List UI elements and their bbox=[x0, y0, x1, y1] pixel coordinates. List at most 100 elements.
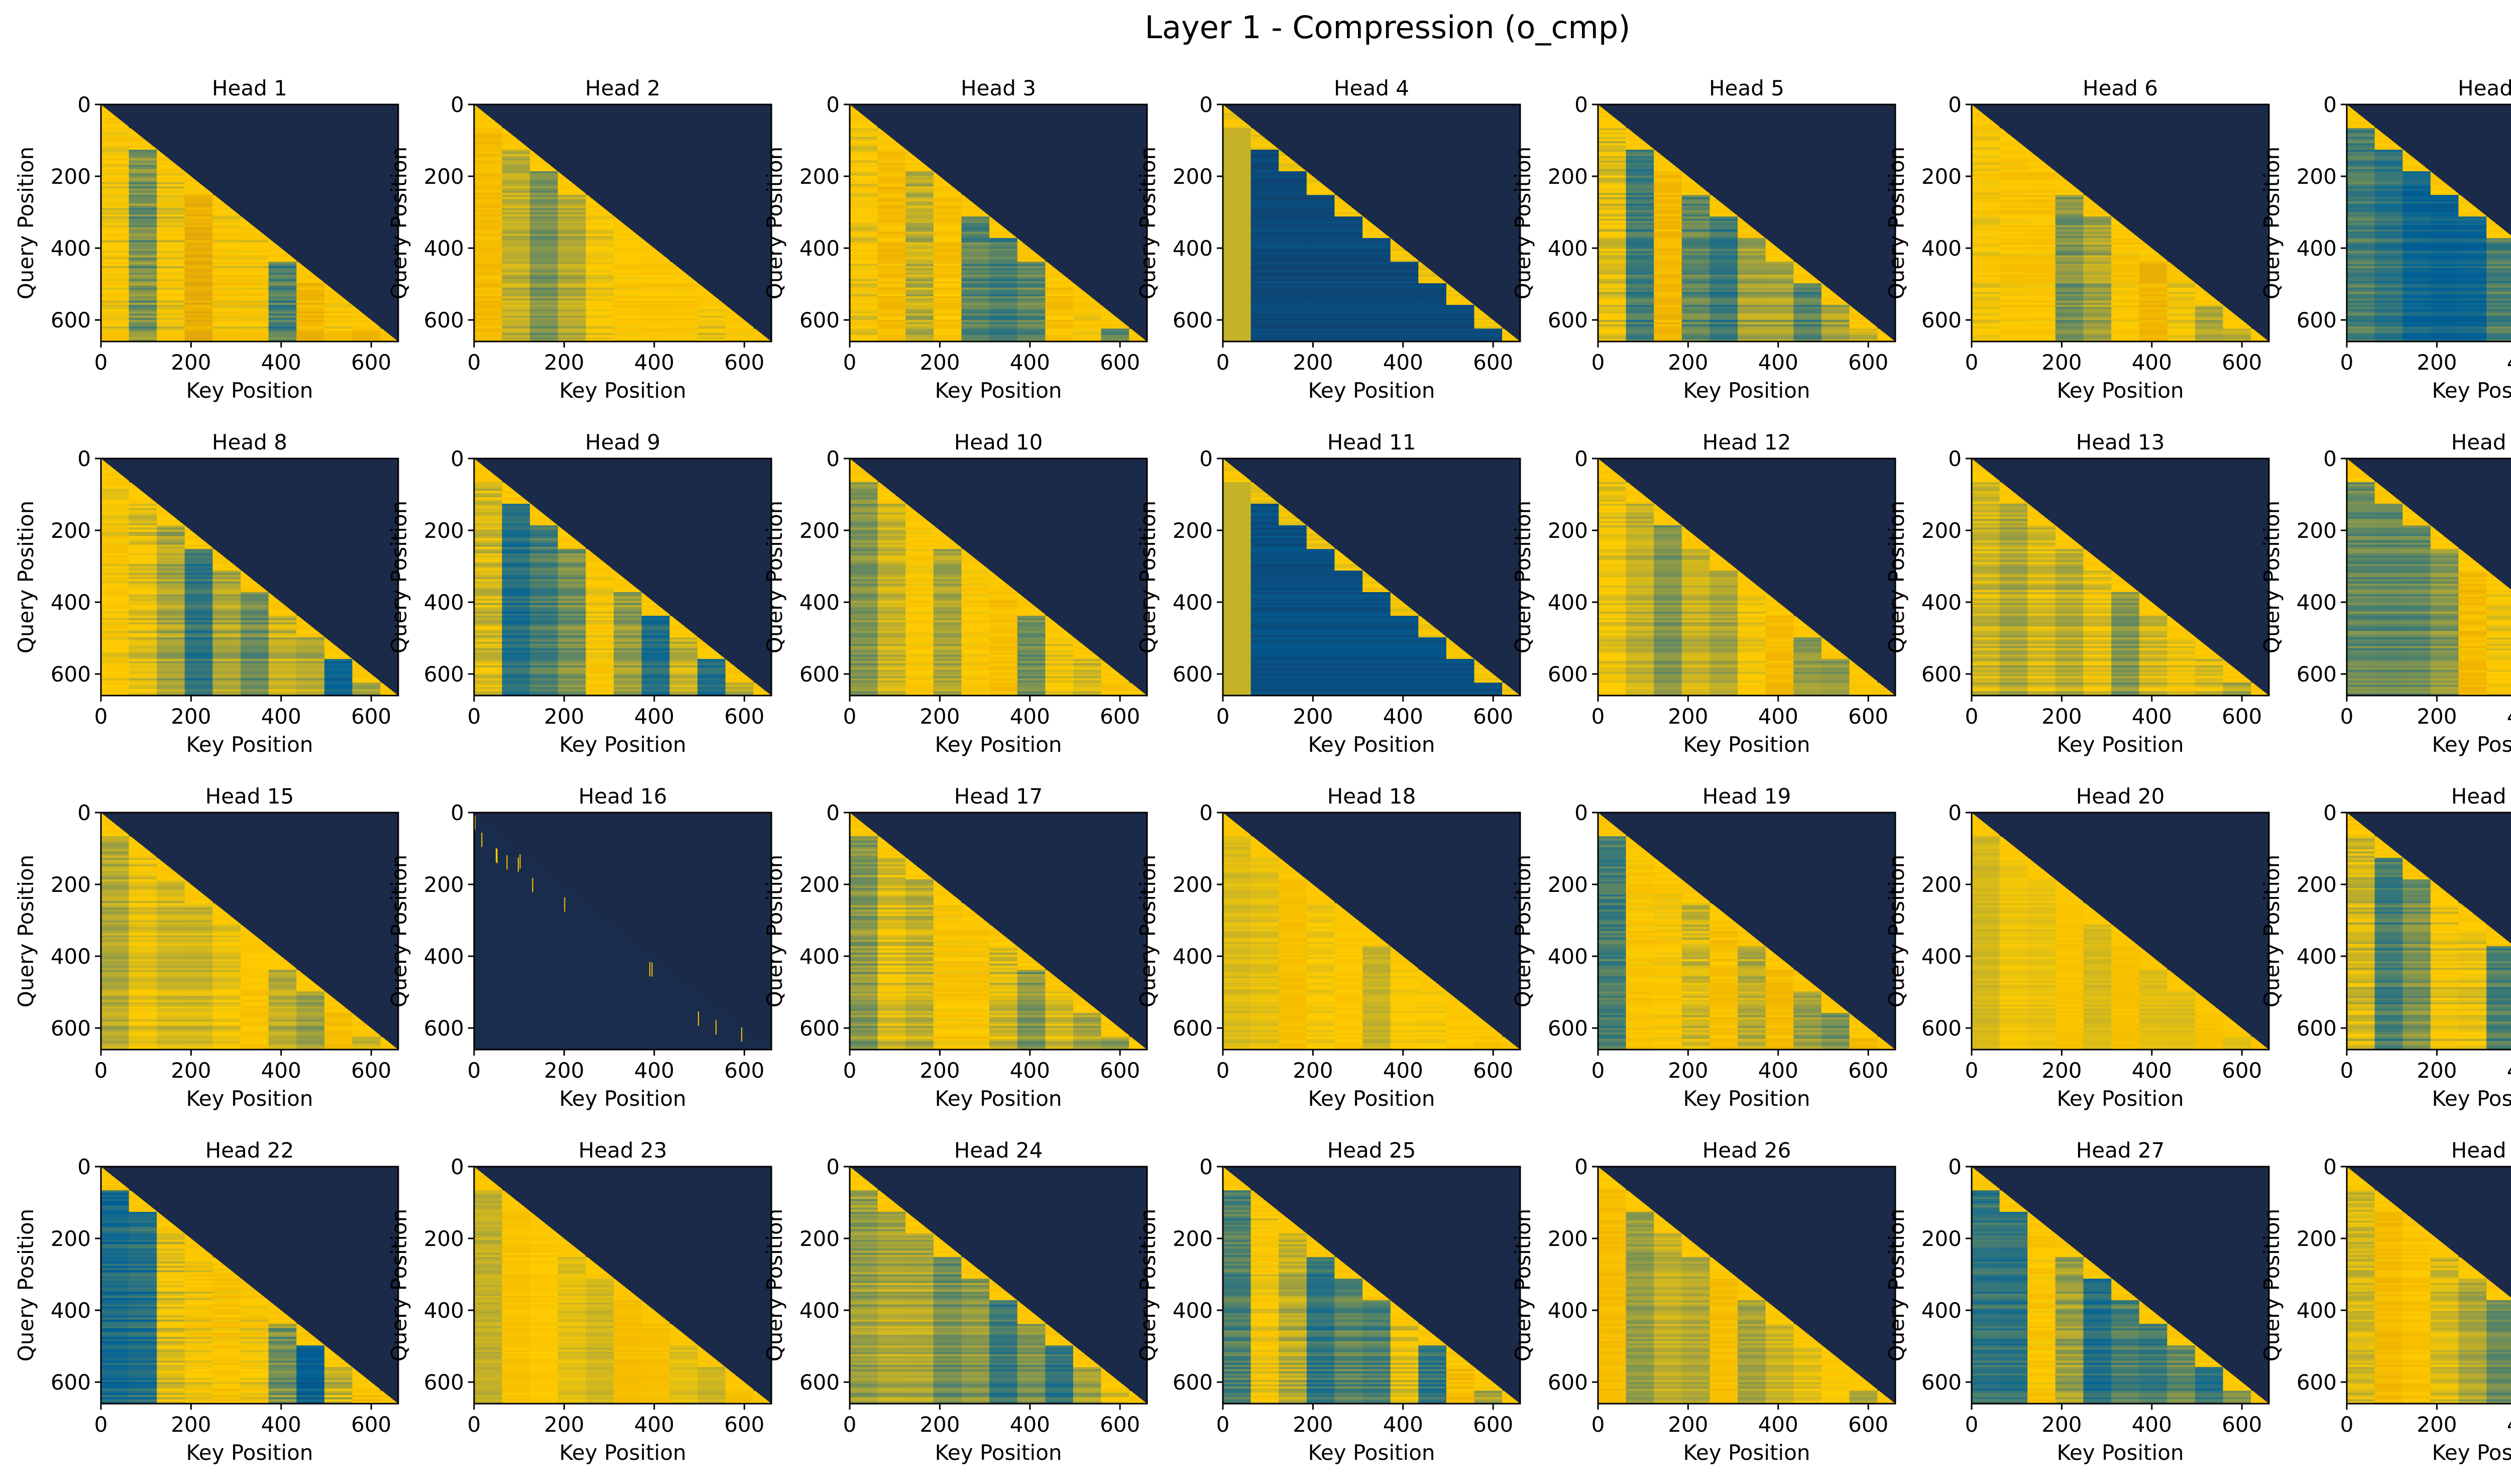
heatmap-cell bbox=[101, 255, 130, 258]
heatmap-cell bbox=[380, 332, 391, 335]
heatmap-cell bbox=[2403, 279, 2431, 282]
heatmap-cell bbox=[101, 618, 130, 621]
heatmap-cell bbox=[1598, 328, 1627, 331]
heatmap-cell bbox=[129, 579, 157, 582]
heatmap-cell bbox=[1598, 152, 1627, 155]
heatmap-cell bbox=[2027, 220, 2056, 223]
heatmap-cell bbox=[1502, 328, 1507, 331]
heatmap-cell bbox=[2027, 156, 2040, 159]
heatmap-cell bbox=[2430, 315, 2459, 318]
heatmap-cell bbox=[296, 629, 318, 631]
heatmap-cell bbox=[905, 268, 934, 271]
heatmap-cell bbox=[474, 266, 503, 269]
heatmap-cell bbox=[1306, 208, 1335, 210]
heatmap-cell bbox=[1362, 337, 1391, 340]
heatmap-cell bbox=[2347, 259, 2375, 262]
heatmap-cell bbox=[1738, 227, 1755, 230]
heatmap-cell bbox=[1765, 324, 1794, 327]
heatmap-cell bbox=[1390, 266, 1419, 269]
heatmap-cell bbox=[1362, 220, 1372, 223]
heatmap-cell bbox=[129, 588, 157, 591]
heatmap-cell bbox=[101, 499, 130, 502]
heatmap-cell bbox=[961, 275, 990, 277]
heatmap-cell bbox=[1738, 220, 1747, 223]
heatmap-cell bbox=[212, 326, 241, 329]
heatmap-cell bbox=[157, 313, 185, 316]
heatmap-cell bbox=[1654, 339, 1682, 341]
heatmap-cell bbox=[989, 257, 1018, 260]
heatmap-cell bbox=[1306, 205, 1335, 208]
heatmap-cell bbox=[2430, 240, 2459, 243]
heatmap-cell bbox=[1250, 208, 1279, 210]
heatmap-cell bbox=[2139, 240, 2145, 243]
heatmap-cell bbox=[1709, 249, 1738, 252]
heatmap-cell bbox=[850, 298, 878, 301]
heatmap-cell bbox=[157, 242, 185, 245]
heatmap-cell bbox=[1821, 298, 1845, 301]
heatmap-cell bbox=[101, 154, 130, 157]
heatmap-cell bbox=[157, 514, 174, 517]
heatmap-cell bbox=[502, 139, 521, 142]
heatmap-cell bbox=[1306, 339, 1335, 341]
heatmap-cell bbox=[212, 592, 241, 595]
heatmap-cell bbox=[1306, 298, 1335, 301]
heatmap-cell bbox=[2374, 283, 2403, 286]
heatmap-cell bbox=[2139, 247, 2153, 250]
heatmap-cell bbox=[101, 120, 123, 122]
heatmap-cell bbox=[877, 203, 906, 206]
heatmap-cell bbox=[129, 486, 139, 489]
heatmap-cell bbox=[2430, 203, 2459, 206]
heatmap-cell bbox=[268, 335, 297, 337]
heatmap-cell bbox=[1279, 313, 1307, 316]
heatmap-cell bbox=[1598, 315, 1627, 318]
causal-mask bbox=[1972, 104, 2269, 341]
heatmap-cell bbox=[1474, 313, 1488, 316]
heatmap-cell bbox=[2347, 240, 2375, 243]
heatmap-cell bbox=[1045, 272, 1064, 275]
heatmap-cell bbox=[2027, 232, 2056, 235]
heatmap-cell bbox=[2430, 292, 2459, 295]
heatmap-cell bbox=[184, 529, 193, 532]
heatmap-cell bbox=[1626, 162, 1654, 165]
heatmap-cell bbox=[502, 180, 530, 183]
heatmap-cell bbox=[2403, 216, 2431, 219]
heatmap-cell bbox=[1279, 328, 1307, 331]
heatmap-cell bbox=[1223, 339, 1251, 341]
heatmap-cell bbox=[641, 249, 658, 252]
heatmap-cell bbox=[2083, 247, 2112, 250]
heatmap-cell bbox=[2458, 203, 2474, 206]
y-tick-label: 200 bbox=[1921, 164, 1962, 189]
heatmap-cell bbox=[474, 152, 503, 155]
heatmap-cell bbox=[877, 262, 906, 265]
heatmap-cell bbox=[2374, 236, 2403, 239]
heatmap-cell bbox=[557, 240, 586, 243]
heatmap-cell bbox=[129, 147, 157, 150]
x-tick-label: 400 bbox=[2132, 350, 2172, 375]
heatmap-cell bbox=[1972, 255, 2000, 258]
heatmap-cell bbox=[129, 160, 157, 163]
heatmap-cell bbox=[129, 141, 150, 144]
heatmap-cell bbox=[2055, 305, 2084, 307]
heatmap-cell bbox=[1598, 124, 1626, 127]
heatmap-cell bbox=[2055, 192, 2084, 195]
heatmap-cell bbox=[1972, 302, 2000, 305]
y-tick-label: 600 bbox=[2297, 308, 2337, 332]
heatmap-cell bbox=[1418, 268, 1431, 271]
heatmap-cell bbox=[933, 296, 962, 299]
heatmap-cell bbox=[2486, 232, 2509, 235]
heatmap-cell bbox=[2027, 214, 2056, 217]
heatmap-cell bbox=[157, 581, 185, 584]
heatmap-cell bbox=[2055, 337, 2084, 340]
heatmap-cell bbox=[1334, 320, 1363, 322]
heatmap-cell bbox=[184, 203, 213, 206]
heatmap-cell bbox=[1223, 229, 1251, 232]
heatmap-cell bbox=[2139, 313, 2167, 316]
heatmap-cell bbox=[474, 298, 503, 301]
heatmap-cell bbox=[1073, 328, 1102, 331]
heatmap-cell bbox=[268, 339, 297, 341]
heatmap-cell bbox=[586, 277, 614, 280]
heatmap-cell bbox=[184, 322, 213, 325]
heatmap-cell bbox=[641, 257, 669, 260]
heatmap-cell bbox=[557, 251, 586, 254]
heatmap-cell bbox=[1598, 305, 1627, 307]
